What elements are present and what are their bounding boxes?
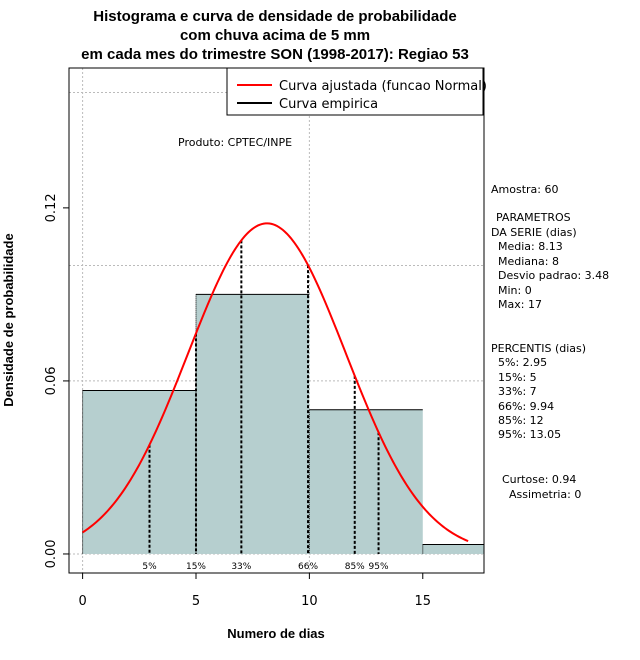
skewness: Assimetria: 0 <box>509 488 581 501</box>
percentile-label-2: 33% <box>231 562 251 572</box>
x-tick-label-0: 0 <box>78 594 86 609</box>
histogram-bar-1 <box>195 294 310 554</box>
histogram-bar-3 <box>422 544 484 554</box>
y-axis: 0.00 0.06 0.12 <box>44 193 69 568</box>
percentile-66: 66%: 9.94 <box>498 400 554 413</box>
chart-title-line-2: com chuva acima de 5 mm <box>180 27 370 44</box>
param-min: Min: 0 <box>498 284 532 297</box>
x-tick-label-3: 15 <box>414 594 431 609</box>
param-max: Max: 17 <box>498 298 542 311</box>
param-sd: Desvio padrao: 3.48 <box>498 269 609 282</box>
x-axis-label: Numero de dias <box>227 626 325 641</box>
chart-title-line-1: Histograma e curva de densidade de proba… <box>93 8 456 25</box>
legend-label-empirical: Curva empirica <box>279 97 378 112</box>
x-tick-label-2: 10 <box>301 594 318 609</box>
percentile-label-5: 95% <box>369 562 389 572</box>
y-tick-label-2: 0.12 <box>44 193 59 222</box>
param-mean: Media: 8.13 <box>498 240 563 253</box>
percentile-95: 95%: 13.05 <box>498 428 561 441</box>
percentile-label-1: 15% <box>186 562 206 572</box>
x-axis: 0 5 10 15 <box>78 573 431 609</box>
histogram-bars <box>82 293 484 554</box>
normal-fit-curve <box>82 222 469 543</box>
legend-box <box>226 67 484 116</box>
percentile-85: 85%: 12 <box>498 414 544 427</box>
percentile-5: 5%: 2.95 <box>498 356 547 369</box>
percentile-label-0: 5% <box>142 562 157 572</box>
percentile-15: 15%: 5 <box>498 371 537 384</box>
percentile-label-4: 85% <box>345 562 365 572</box>
param-median: Mediana: 8 <box>498 255 559 268</box>
percentile-33: 33%: 7 <box>498 385 537 398</box>
percentile-lines: 5% 15% 33% 66% 85% 95% <box>142 240 389 572</box>
params-subheader: DA SERIE (dias) <box>491 226 577 239</box>
product-annotation: Produto: CPTEC/INPE <box>178 136 292 149</box>
x-tick-label-1: 5 <box>192 594 200 609</box>
stats-panel: Amostra: 60 PARAMETROS DA SERIE (dias) M… <box>491 183 609 501</box>
legend: Curva ajustada (funcao Normal) Curva emp… <box>226 67 487 116</box>
y-tick-label-1: 0.06 <box>44 366 59 395</box>
percentile-label-3: 66% <box>298 562 318 572</box>
sample-size: Amostra: 60 <box>491 183 558 196</box>
percentiles-header: PERCENTIS (dias) <box>491 342 586 355</box>
y-axis-label: Densidade de probabilidade <box>1 233 16 406</box>
y-tick-label-0: 0.00 <box>44 539 59 568</box>
kurtosis: Curtose: 0.94 <box>502 473 576 486</box>
chart-title-line-3: em cada mes do trimestre SON (1998-2017)… <box>81 46 469 63</box>
params-header: PARAMETROS <box>496 211 571 224</box>
histogram-bar-0 <box>82 390 196 554</box>
legend-label-fit-curve: Curva ajustada (funcao Normal) <box>279 79 487 94</box>
